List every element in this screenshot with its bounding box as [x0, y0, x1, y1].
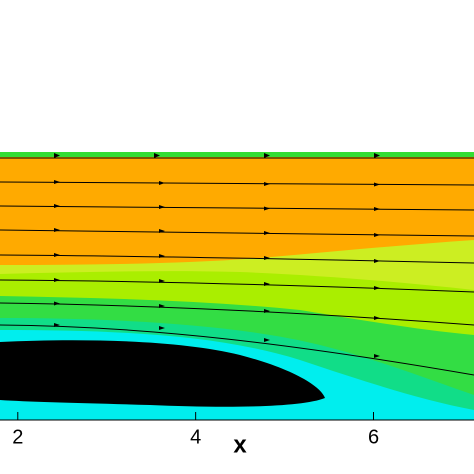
streamline [0, 324, 474, 376]
recirculation-zone [0, 340, 325, 407]
streamlines [0, 153, 474, 376]
streamline [0, 181, 474, 186]
streamline [0, 302, 474, 326]
x-axis-label: x [233, 431, 247, 458]
streamline [0, 229, 474, 237]
x-tick-label: 4 [190, 426, 201, 448]
streamline [0, 205, 474, 211]
streamline [0, 279, 474, 293]
x-tick-label: 6 [368, 426, 379, 448]
contour-field [0, 152, 474, 420]
streamline [0, 254, 474, 264]
top-stripe [0, 152, 474, 157]
x-tick-label: 2 [12, 426, 23, 448]
